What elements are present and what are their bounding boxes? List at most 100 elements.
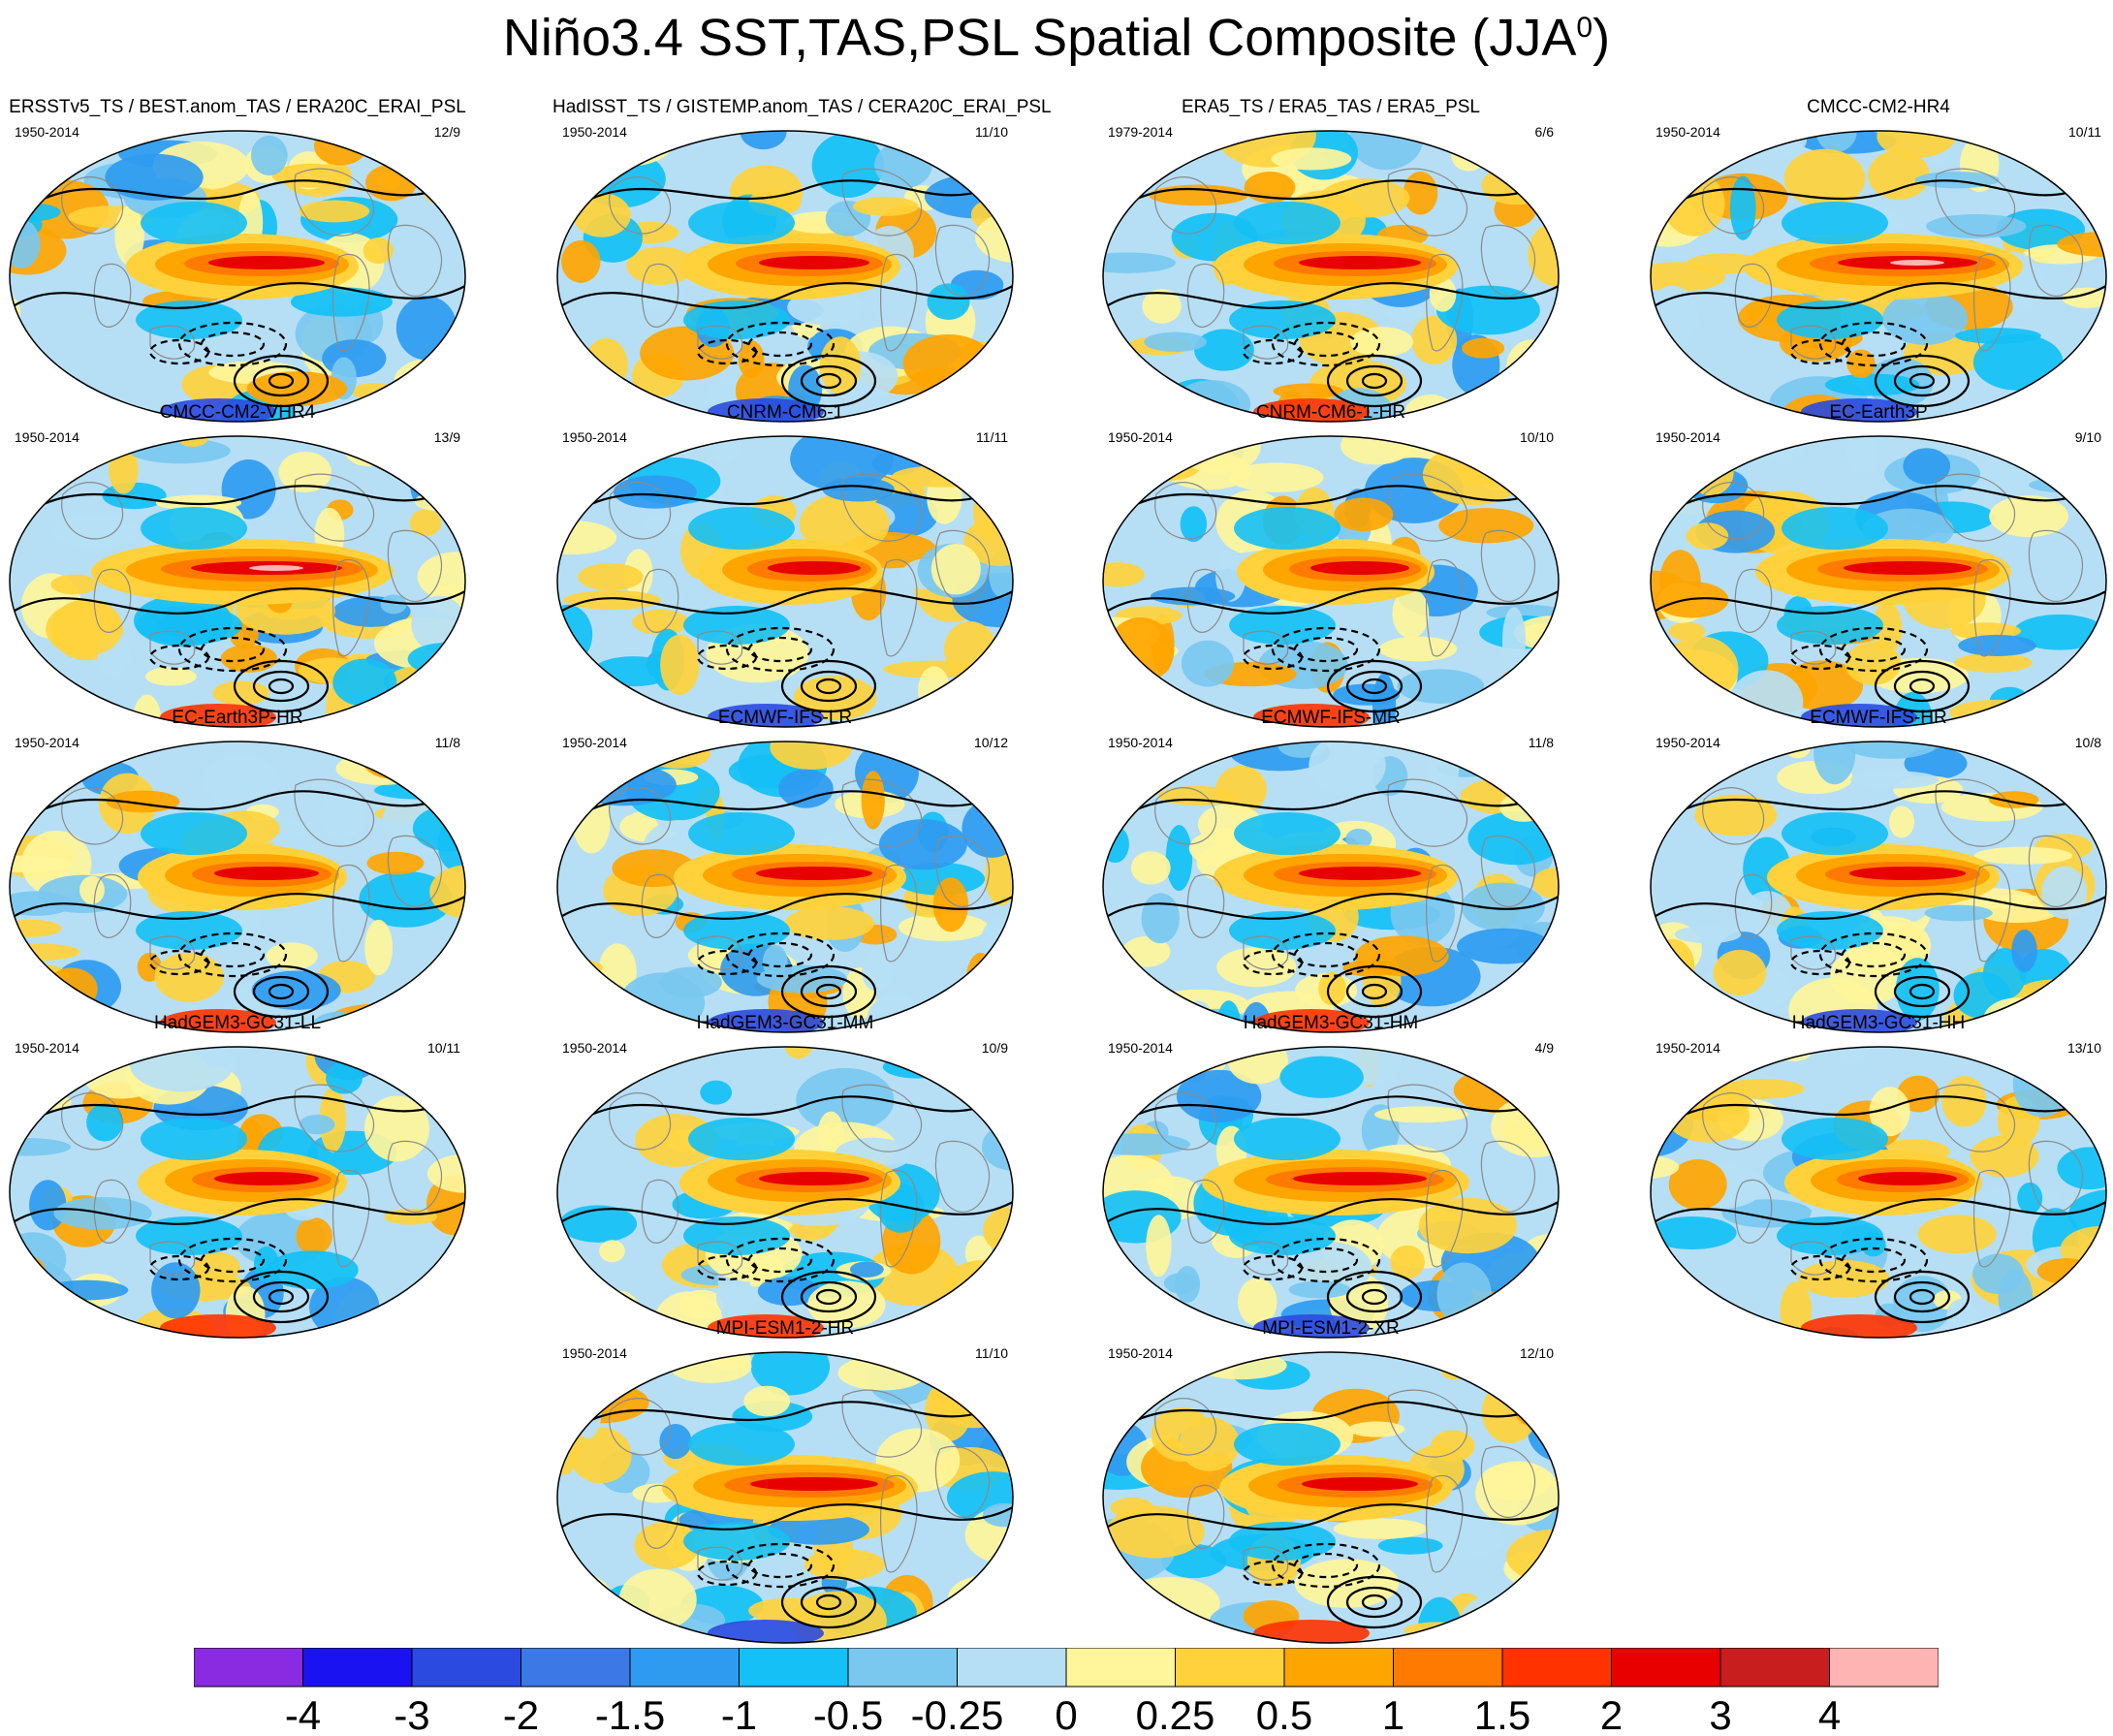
anomaly-patch xyxy=(930,544,981,595)
anomaly-patch xyxy=(1440,1358,1467,1380)
psl-contour-zero xyxy=(1655,282,2106,309)
coastline xyxy=(841,778,923,847)
panel-map xyxy=(556,1046,1014,1339)
map-panel: CMCC-CM2-HR4 1950-2014 10/11 xyxy=(1646,97,2111,423)
anomaly-patch xyxy=(151,1262,201,1319)
colorbar-box xyxy=(957,1648,1067,1688)
coastline xyxy=(1734,873,1773,938)
coastline xyxy=(880,253,918,352)
anomaly-patch xyxy=(1903,448,1951,485)
psl-contour-positive xyxy=(252,975,310,1008)
coastline xyxy=(641,568,679,633)
anomaly-patch xyxy=(1418,1197,1518,1254)
anomaly-patch xyxy=(1510,1047,1559,1110)
anomaly-patch xyxy=(1438,508,1534,544)
anomaly-patch xyxy=(1430,1430,1475,1463)
psl-contour-negative xyxy=(1789,949,1851,976)
anomaly-patch xyxy=(366,851,425,875)
panel-map xyxy=(1650,435,2107,728)
psl-contour-positive xyxy=(233,354,330,408)
anomaly-patch xyxy=(874,142,932,189)
cool-anomaly xyxy=(141,202,247,244)
anomaly-patch xyxy=(984,1059,1011,1085)
el-nino-anomaly-core xyxy=(1293,1172,1427,1185)
panel-map xyxy=(1650,1046,2107,1339)
panel-event-count: 4/9 xyxy=(1534,1040,1554,1056)
anomaly-patch xyxy=(1845,642,1902,685)
anomaly-patch xyxy=(1150,586,1236,606)
anomaly-patch xyxy=(861,771,885,830)
anomaly-patch xyxy=(1904,747,1968,779)
anomaly-patch xyxy=(1120,1576,1220,1629)
panel-period: 1950-2014 xyxy=(1108,1345,1173,1361)
map-panel: ERA5_TS / ERA5_TAS / ERA5_PSL 1979-2014 6/… xyxy=(1098,97,1563,423)
coastline xyxy=(2028,529,2084,602)
anomaly-patch xyxy=(105,153,204,201)
anomaly-patch xyxy=(426,1174,465,1236)
anomaly-patch xyxy=(861,950,892,992)
anomaly-patch xyxy=(1429,276,1457,312)
coastline xyxy=(934,529,991,602)
panel-event-count: 11/8 xyxy=(1528,735,1554,750)
anomaly-patch xyxy=(1924,904,1993,922)
anomaly-patch xyxy=(1499,792,1548,822)
anomaly-patch xyxy=(1349,327,1414,358)
psl-contour-positive xyxy=(233,964,330,1019)
psl-contour-zero xyxy=(561,282,1013,309)
psl-contour-negative xyxy=(1242,1560,1304,1587)
anomaly-patch xyxy=(634,1521,700,1569)
colorbar-box xyxy=(194,1648,303,1688)
el-nino-anomaly-core xyxy=(208,256,325,269)
colorbar-tick-label: -4 xyxy=(285,1692,321,1736)
psl-contour-negative xyxy=(1242,644,1304,671)
coastline xyxy=(609,176,672,235)
coastline xyxy=(61,176,124,235)
panel-map xyxy=(1102,1046,1560,1339)
panel-title: HadGEM3-GC31-MM xyxy=(696,1013,874,1033)
anomaly-patch xyxy=(1677,448,1715,484)
anomaly-patch xyxy=(299,200,370,223)
psl-contour-negative xyxy=(696,1560,758,1587)
el-nino-anomaly-core xyxy=(1844,561,1971,575)
anomaly-patch xyxy=(1103,974,1124,992)
anomaly-patch xyxy=(1780,1281,1813,1338)
coastline xyxy=(1790,325,1837,360)
coastline xyxy=(387,224,443,297)
coastline xyxy=(93,873,132,938)
panel-period: 1950-2014 xyxy=(562,1040,627,1056)
coastline xyxy=(1154,1092,1217,1151)
anomaly-patch xyxy=(10,742,53,787)
anomaly-patch xyxy=(963,516,1013,567)
cool-anomaly xyxy=(1782,1118,1888,1160)
panel-title: HadISST_TS / GISTEMP.anom_TAS / CERA20C_… xyxy=(552,97,1052,117)
anomaly-patch xyxy=(1686,522,1729,550)
anomaly-patch xyxy=(1687,1047,1717,1079)
psl-contour-positive xyxy=(1874,354,1971,408)
anomaly-patch xyxy=(363,1095,430,1162)
colorbar-box xyxy=(1829,1648,1939,1688)
psl-contour-positive xyxy=(815,983,842,1000)
anomaly-patch xyxy=(2045,436,2086,488)
coastline xyxy=(697,630,743,665)
anomaly-patch xyxy=(1135,446,1203,481)
psl-contour-positive xyxy=(800,1280,858,1313)
panel-period: 1950-2014 xyxy=(562,735,627,750)
anomaly-patch xyxy=(332,658,397,707)
colorbar-tick-label: -0.25 xyxy=(911,1692,1004,1736)
anomaly-patch xyxy=(2013,614,2106,650)
psl-contour-positive xyxy=(1326,354,1423,408)
psl-contour-zero xyxy=(14,1198,465,1225)
cool-anomaly xyxy=(1234,1423,1340,1466)
coastline xyxy=(934,835,991,907)
coastline xyxy=(1935,473,2016,542)
cool-anomaly xyxy=(136,1216,242,1255)
anomaly-patch xyxy=(1392,588,1430,639)
cool-anomaly xyxy=(1234,202,1340,244)
colorbar-box xyxy=(1283,1648,1394,1688)
cool-anomaly xyxy=(683,1216,790,1255)
coastline xyxy=(1154,176,1217,235)
anomaly-patch xyxy=(1651,1271,1690,1294)
anomaly-patch xyxy=(145,667,197,686)
anomaly-patch xyxy=(1651,991,1687,1007)
anomaly-patch xyxy=(1228,462,1324,492)
